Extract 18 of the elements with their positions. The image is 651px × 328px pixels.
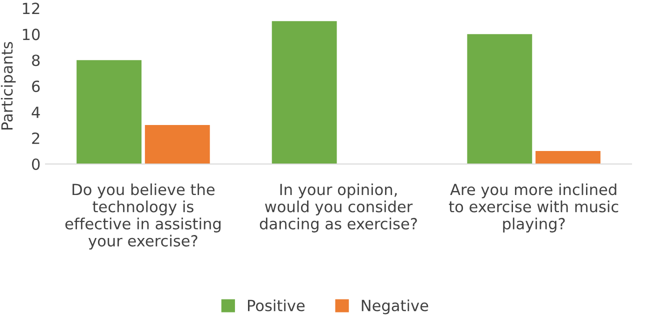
bar — [76, 60, 142, 164]
y-tick-label: 2 — [32, 132, 40, 144]
bar — [272, 21, 337, 164]
y-tick-label: 12 — [22, 2, 40, 14]
bar — [144, 125, 210, 164]
bar — [536, 151, 600, 164]
bar — [467, 34, 532, 164]
y-tick-label: 10 — [22, 28, 40, 40]
y-tick-label: 4 — [32, 106, 40, 118]
x-tick-label: In your opinion, would you consider dancing as exercise? — [260, 183, 417, 232]
legend-label: Positive — [248, 299, 305, 312]
y-tick-label: 6 — [32, 80, 40, 92]
legend-label: Negative — [362, 299, 428, 314]
x-tick-label: Do you believe the technology is effective in assisting your exercise? — [65, 183, 221, 250]
y-tick-label: 0 — [32, 158, 40, 170]
y-tick-label: 8 — [32, 54, 40, 66]
y-axis-title: Participants — [0, 42, 16, 130]
x-tick-label: Are you more inclined to exercise with music playing? — [448, 183, 618, 232]
